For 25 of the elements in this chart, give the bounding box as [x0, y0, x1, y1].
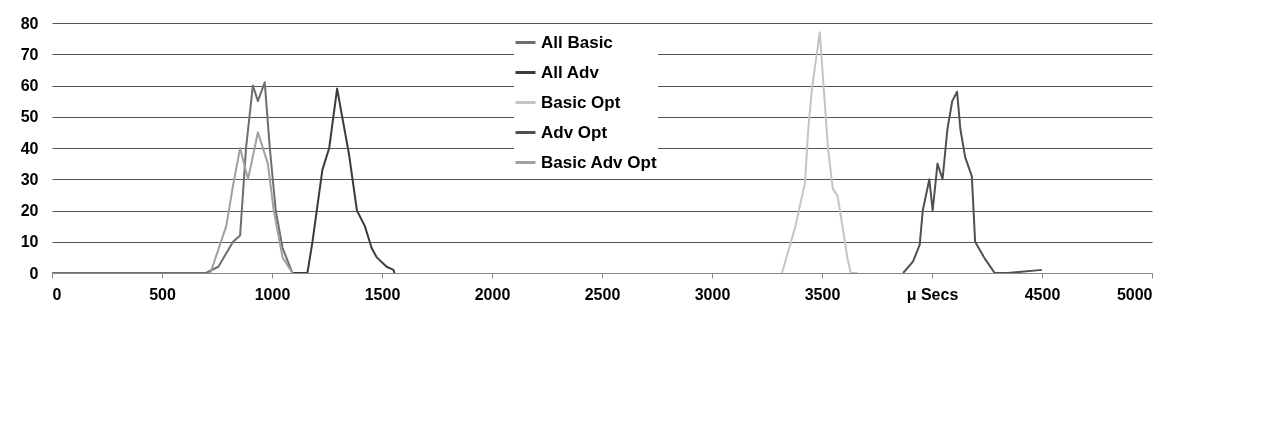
- x-tick-label: 2000: [474, 285, 511, 303]
- y-tick-label: 60: [20, 77, 39, 94]
- y-tick-label: 20: [20, 202, 39, 219]
- legend-label: All Basic: [541, 32, 613, 52]
- x-tick-label: 3500: [804, 285, 841, 303]
- y-tick-label: 30: [20, 170, 39, 188]
- x-tick-label: 1500: [364, 285, 401, 303]
- y-tick-label: 0: [29, 264, 39, 282]
- x-tick-label: 0: [52, 285, 62, 303]
- y-tick-label: 80: [20, 14, 39, 32]
- legend-label: Basic Opt: [541, 92, 621, 112]
- legend-label: Adv Opt: [541, 122, 608, 142]
- y-tick-label: 10: [20, 233, 39, 251]
- x-tick-label: μ Secs: [906, 285, 959, 303]
- x-tick-label: 3000: [694, 285, 731, 303]
- legend-label: All Adv: [541, 62, 600, 82]
- x-tick-label: 1000: [254, 285, 291, 303]
- y-tick-label: 40: [20, 139, 39, 157]
- y-tick-label: 70: [20, 45, 39, 63]
- x-tick-label: 5000: [1116, 285, 1153, 303]
- x-tick-label: 500: [149, 285, 176, 303]
- x-tick-label: 2500: [584, 285, 621, 303]
- legend-label: Basic Adv Opt: [541, 152, 657, 172]
- x-tick-label: 4500: [1024, 285, 1061, 303]
- y-tick-label: 50: [20, 108, 39, 126]
